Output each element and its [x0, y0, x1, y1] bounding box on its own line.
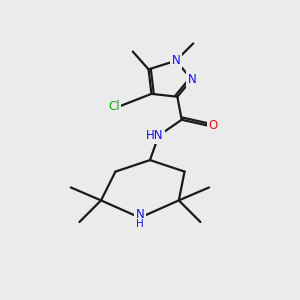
Text: N: N [136, 208, 144, 221]
Text: O: O [208, 119, 218, 132]
Text: N: N [188, 73, 196, 86]
Text: HN: HN [146, 129, 163, 142]
Text: Cl: Cl [108, 100, 120, 113]
Text: H: H [136, 219, 144, 229]
Text: N: N [172, 54, 180, 67]
